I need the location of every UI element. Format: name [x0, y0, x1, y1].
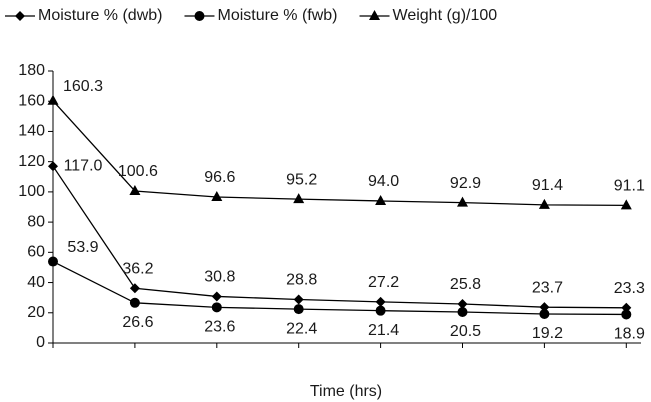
marker: [375, 305, 386, 316]
legend-label: Moisture % (dwb): [38, 7, 162, 24]
marker: [48, 256, 58, 267]
data-label: 23.6: [204, 319, 235, 336]
marker: [457, 307, 468, 318]
marker: [539, 308, 550, 319]
legend-marker: [369, 10, 381, 20]
marker: [293, 294, 304, 305]
data-label: 94.0: [368, 173, 399, 190]
marker: [375, 296, 386, 307]
data-label: 19.2: [532, 325, 563, 342]
data-label: 23.7: [532, 279, 563, 296]
data-label: 21.4: [368, 322, 399, 339]
marker: [457, 299, 468, 310]
marker: [47, 94, 59, 105]
series-line: [52, 165, 627, 309]
y-tick-label: 160: [18, 92, 45, 109]
y-tick-label: 140: [18, 123, 45, 140]
data-label: 36.2: [122, 261, 153, 278]
legend-label: Moisture % (fwb): [217, 7, 337, 24]
legend-marker: [15, 11, 25, 21]
data-label: 23.3: [614, 280, 645, 297]
marker: [211, 291, 222, 302]
data-label: 27.2: [368, 274, 399, 291]
x-axis-label: Time (hrs): [310, 383, 382, 400]
data-label: 95.2: [286, 171, 317, 188]
marker: [375, 194, 387, 205]
marker: [538, 198, 550, 209]
data-label: 25.8: [450, 276, 481, 293]
y-tick-label: 20: [27, 304, 45, 321]
marker: [129, 184, 141, 195]
marker: [293, 304, 304, 315]
marker: [48, 161, 58, 172]
data-label: 91.1: [614, 178, 645, 195]
y-tick-label: 120: [18, 153, 45, 170]
marker: [621, 309, 632, 320]
data-label: 92.9: [450, 175, 481, 192]
marker: [211, 191, 223, 202]
data-label: 28.8: [286, 272, 317, 289]
series-line: [52, 260, 627, 316]
y-tick-label: 0: [36, 334, 45, 351]
legend-label: Weight (g)/100: [393, 7, 498, 24]
marker: [129, 297, 140, 308]
data-label: 26.6: [122, 314, 153, 331]
legend-marker: [194, 11, 205, 21]
data-label: 100.6: [118, 163, 158, 180]
marker: [293, 193, 305, 204]
data-label: 91.4: [532, 177, 563, 194]
data-label: 30.8: [204, 269, 235, 286]
data-label: 96.6: [204, 169, 235, 186]
y-tick-label: 100: [18, 183, 45, 200]
marker: [457, 196, 468, 207]
data-label: 160.3: [63, 78, 103, 95]
marker: [129, 283, 140, 294]
y-tick-label: 60: [27, 244, 45, 261]
y-tick-label: 80: [27, 213, 45, 230]
data-label: 117.0: [64, 157, 103, 174]
marker: [620, 199, 632, 210]
data-label: 20.5: [450, 323, 481, 340]
y-tick-label: 40: [27, 274, 45, 291]
y-tick-label: 180: [18, 62, 45, 79]
marker: [211, 302, 222, 313]
data-label: 18.9: [614, 326, 645, 343]
data-label: 22.4: [286, 320, 317, 337]
series-line: [52, 100, 627, 206]
data-label: 53.9: [67, 239, 98, 256]
